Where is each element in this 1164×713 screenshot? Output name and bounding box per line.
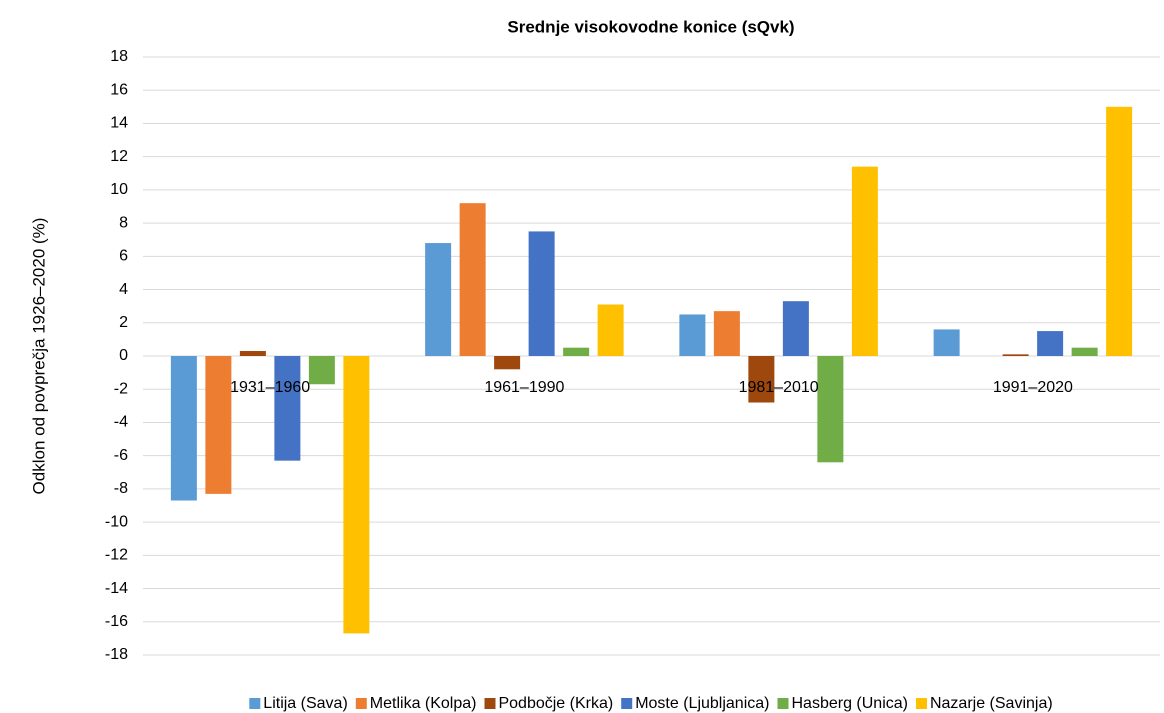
bar [274,356,301,461]
bar [1002,354,1029,356]
x-tick-label: 1931–1960 [230,379,310,396]
bar [563,347,590,356]
y-axis-label: Odklon od povprečja 1926–2020 (%) [29,218,48,495]
bar [170,356,197,501]
legend-label: Nazarje (Savinja) [930,695,1053,712]
y-tick-label: -8 [114,480,128,497]
y-tick-label: 16 [110,81,128,98]
bar [679,314,706,356]
bar [494,356,521,370]
bar [239,351,266,356]
y-tick-label: 4 [119,281,128,298]
bar [851,166,878,356]
y-tick-label: 18 [110,48,128,65]
y-tick-label: -10 [105,513,128,530]
y-tick-label: 10 [110,181,128,198]
legend-swatch [915,698,927,709]
x-tick-label: 1981–2010 [739,379,819,396]
bar [748,356,775,403]
bar [343,356,370,634]
chart-title: Srednje visokovodne konice (sQvk) [507,17,794,36]
bar [308,356,335,385]
legend-swatch [484,698,496,709]
bar [933,329,960,356]
bar [713,311,740,356]
x-tick-label: 1961–1990 [484,379,564,396]
legend-label: Hasberg (Unica) [791,695,907,712]
bar [597,304,624,356]
y-tick-label: -4 [114,414,128,431]
legend-swatch [621,698,633,709]
bar [425,243,452,356]
bar [817,356,844,463]
legend-swatch [355,698,367,709]
y-tick-label: -18 [105,646,128,663]
y-tick-label: -6 [114,447,128,464]
legend-label: Podbočje (Krka) [498,695,613,712]
legend-swatch [249,698,261,709]
y-tick-label: 8 [119,214,128,231]
bar [205,356,232,494]
bar [782,301,809,356]
y-tick-label: -12 [105,547,128,564]
y-tick-label: 0 [119,347,128,364]
legend-label: Moste (Ljubljanica) [635,695,769,712]
bar [459,203,486,356]
bar [528,231,555,356]
y-tick-label: 6 [119,248,128,265]
y-tick-label: 12 [110,148,128,165]
bar [1037,331,1064,356]
legend-label: Litija (Sava) [263,695,347,712]
bar [1071,347,1098,356]
y-tick-label: -14 [105,580,128,597]
y-tick-label: 2 [119,314,128,331]
x-tick-label: 1991–2020 [993,379,1073,396]
bar [1106,106,1133,356]
y-tick-label: -16 [105,613,128,630]
legend-label: Metlika (Kolpa) [370,695,477,712]
y-tick-label: -2 [114,380,128,397]
y-tick-label: 14 [110,115,128,132]
legend-swatch [777,698,789,709]
